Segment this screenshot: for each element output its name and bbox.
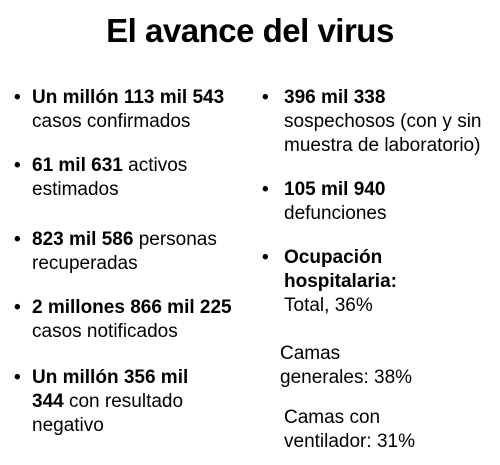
stat-item: • 61 mil 631 activos estimados: [14, 154, 224, 202]
bullet-icon: •: [14, 87, 21, 108]
stat-text: 105 mil 940 defunciones: [262, 178, 442, 226]
stat-text: 396 mil 338 sospechosos (con y sin muest…: [262, 86, 498, 158]
bullet-icon: •: [14, 367, 21, 388]
stat-value: 823 mil 586: [32, 229, 134, 250]
stat-item: • 823 mil 586 personas recuperadas: [14, 228, 239, 276]
stat-desc: casos confirmados: [32, 111, 191, 132]
stat-value: Un millón 113 mil 543: [32, 87, 225, 108]
stat-desc: personas recuperadas: [32, 229, 217, 274]
bullet-icon: •: [262, 247, 269, 268]
stat-value: 396 mil 338: [284, 87, 386, 108]
stat-text: 2 millones 866 mil 225 casos notificados: [14, 296, 239, 344]
stat-value: 2 millones 866 mil 225: [32, 297, 232, 318]
stat-item: • Un millón 356 mil 344 con resultado ne…: [14, 366, 214, 438]
stat-item: • 2 millones 866 mil 225 casos notificad…: [14, 296, 239, 344]
stat-desc: Total, 36%: [284, 295, 373, 316]
bullet-icon: •: [14, 229, 21, 250]
stat-value: Un millón 356 mil 344: [32, 367, 189, 412]
stat-text: Un millón 356 mil 344 con resultado nega…: [14, 366, 214, 438]
stat-desc: con resultado negativo: [32, 391, 184, 436]
stat-value: 61 mil 631: [32, 155, 123, 176]
stat-item: • 105 mil 940 defunciones: [262, 178, 442, 226]
bullet-icon: •: [14, 297, 21, 318]
beds-general: Camas generales: 38%: [280, 343, 413, 388]
stat-text: Un millón 113 mil 543 casos confirmados: [14, 86, 259, 134]
stat-desc: activos estimados: [32, 155, 188, 200]
stat-value: Ocupación hospitalaria:: [284, 247, 397, 292]
stat-desc: sospechosos (con y sin muestra de labora…: [284, 111, 482, 156]
stat-text: 823 mil 586 personas recuperadas: [14, 228, 239, 276]
stat-item: • Ocupación hospitalaria: Total, 36%: [262, 246, 422, 318]
stat-text: 61 mil 631 activos estimados: [14, 154, 224, 202]
stat-text: Ocupación hospitalaria: Total, 36%: [262, 246, 422, 318]
bullet-icon: •: [14, 155, 21, 176]
bullet-icon: •: [262, 87, 269, 108]
stat-value: 105 mil 940: [284, 179, 386, 200]
stat-item: • 396 mil 338 sospechosos (con y sin mue…: [262, 86, 498, 158]
bullet-icon: •: [262, 179, 269, 200]
beds-ventilator: Camas con ventilador: 31%: [284, 407, 415, 452]
stat-item: • Un millón 113 mil 543 casos confirmado…: [14, 86, 259, 134]
page-title: El avance del virus: [106, 12, 394, 49]
stat-desc: defunciones: [284, 203, 387, 224]
stat-desc: casos notificados: [32, 321, 178, 342]
